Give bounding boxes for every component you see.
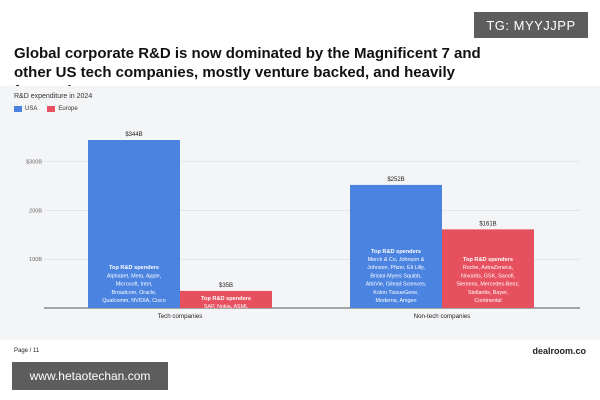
- bar-annotation-line: Continental: [474, 298, 501, 304]
- legend-swatch-usa: [14, 106, 22, 112]
- bar-value-label: $252B: [387, 177, 404, 183]
- bar-annotation-line: Kolon TissueGene,: [373, 290, 419, 296]
- y-tick-label: 100B: [29, 257, 42, 263]
- header: TG: MYYJJPP Global corporate R&D is now …: [0, 0, 600, 100]
- legend-label-usa: USA: [25, 106, 38, 112]
- bar-annotation-heading: Top R&D spenders: [371, 249, 421, 255]
- legend-swatch-europe: [47, 106, 56, 112]
- bar-annotation-line: Moderna, Amgen: [375, 298, 416, 304]
- bar-value-label: $344B: [125, 132, 142, 138]
- legend-item-europe: Europe: [47, 106, 78, 112]
- bar-annotation-line: Alphabet, Meta, Apple,: [107, 273, 162, 279]
- bar-usa-2: [350, 184, 442, 308]
- bar-europe-1: [180, 290, 272, 308]
- bar-value-label: $161B: [479, 221, 496, 227]
- page-number: Page / 11: [14, 348, 40, 354]
- chart-panel: R&D expenditure in 2024 USA Europe 100B 2…: [0, 86, 600, 340]
- x-category-label: Non-tech companies: [414, 313, 471, 320]
- bar-annotation-heading: Top R&D spenders: [109, 265, 159, 271]
- bar-usa-1: [88, 140, 180, 308]
- bar-value-label: $35B: [219, 283, 233, 289]
- bar-annotation-line: Novartis, GSK, Sanofi,: [461, 273, 515, 279]
- bar-chart: 100B 200B $300B $344B Top R&D spenders Alphab…: [26, 132, 580, 320]
- y-tick-label: 200B: [29, 208, 42, 214]
- bar-europe-2: [442, 229, 534, 308]
- legend-label-europe: Europe: [58, 106, 78, 112]
- bar-annotation-heading: Top R&D spenders: [201, 296, 251, 302]
- bar-annotation-line: Stellantis, Bayer,: [468, 290, 509, 296]
- bar-annotation-line: Bristol-Myers Squibb,: [370, 273, 422, 279]
- y-tick-label: $300B: [26, 159, 42, 165]
- bar-annotation-line: Microsoft, Intel,: [116, 282, 153, 288]
- legend-item-usa: USA: [14, 106, 37, 112]
- bar-annotation-line: Broadcom, Oracle,: [112, 290, 157, 296]
- bar-annotation-line: AbbVie, Gilead Sciences,: [366, 282, 427, 288]
- footer: Page / 11 dealroom.co www.hetaotechan.co…: [0, 340, 600, 400]
- chart-title: R&D expenditure in 2024: [14, 93, 93, 100]
- bar-annotation-line: Merck & Co, Johnson &: [368, 257, 425, 263]
- bar-annotation-line: Qualcomm, NVIDIA, Cisco: [102, 298, 166, 304]
- chart-legend: USA Europe: [14, 106, 78, 112]
- bar-annotation-line: Siemens, Mercedes-Benz,: [456, 282, 520, 288]
- watermark-badge: TG: MYYJJPP: [474, 12, 588, 38]
- bar-annotation-line: SAP, Nokia, ASML: [204, 304, 248, 310]
- brand-logo-text: dealroom.co: [532, 346, 586, 356]
- bar-annotation-line: Roche, AstraZeneca,: [463, 265, 514, 271]
- x-category-label: Tech companies: [158, 313, 203, 320]
- bar-annotation-heading: Top R&D spenders: [463, 257, 513, 263]
- bar-annotation-line: Johnson, Pfizer, Eli Lilly,: [367, 265, 425, 271]
- website-badge: www.hetaotechan.com: [12, 362, 168, 390]
